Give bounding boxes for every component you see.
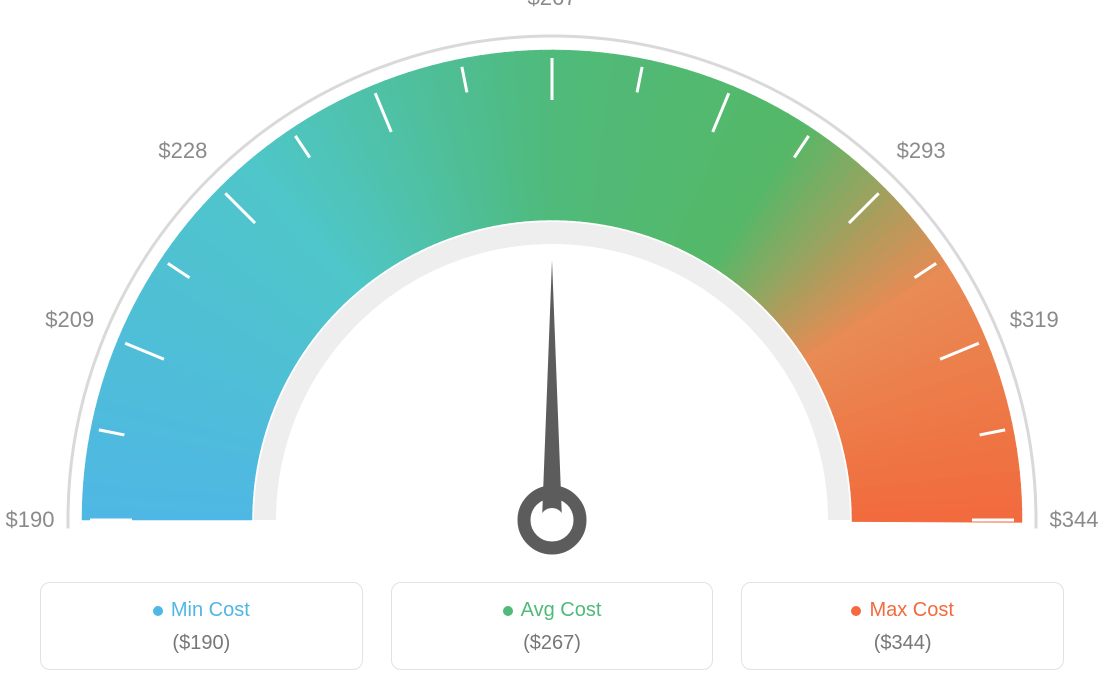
gauge-tick-label: $209 [45, 307, 94, 333]
gauge-tick-label: $293 [897, 138, 946, 164]
legend-card-max: Max Cost ($344) [741, 582, 1064, 670]
legend-label-min: Min Cost [171, 599, 250, 622]
legend-dot-avg [503, 606, 513, 616]
cost-gauge-chart: $190 $209 $228 $267 $293 $319 $344 Min Cost ($… [0, 0, 1104, 690]
legend-label-max: Max Cost [869, 599, 953, 622]
gauge-tick-label: $190 [6, 507, 55, 533]
legend-value-min: ($190) [51, 632, 352, 655]
gauge-tick-label: $267 [528, 0, 577, 11]
gauge-svg [0, 0, 1104, 560]
gauge-tick-label: $344 [1050, 507, 1099, 533]
gauge-tick-label: $319 [1010, 307, 1059, 333]
gauge-area: $190 $209 $228 $267 $293 $319 $344 [0, 0, 1104, 560]
legend-title-max: Max Cost [851, 599, 953, 622]
legend-dot-min [153, 606, 163, 616]
legend-row: Min Cost ($190) Avg Cost ($267) Max Cost… [0, 582, 1104, 670]
gauge-tick-label: $228 [158, 138, 207, 164]
legend-card-avg: Avg Cost ($267) [391, 582, 714, 670]
legend-value-max: ($344) [752, 632, 1053, 655]
legend-dot-max [851, 606, 861, 616]
legend-label-avg: Avg Cost [521, 599, 602, 622]
legend-title-avg: Avg Cost [503, 599, 602, 622]
legend-title-min: Min Cost [153, 599, 250, 622]
legend-card-min: Min Cost ($190) [40, 582, 363, 670]
legend-value-avg: ($267) [402, 632, 703, 655]
